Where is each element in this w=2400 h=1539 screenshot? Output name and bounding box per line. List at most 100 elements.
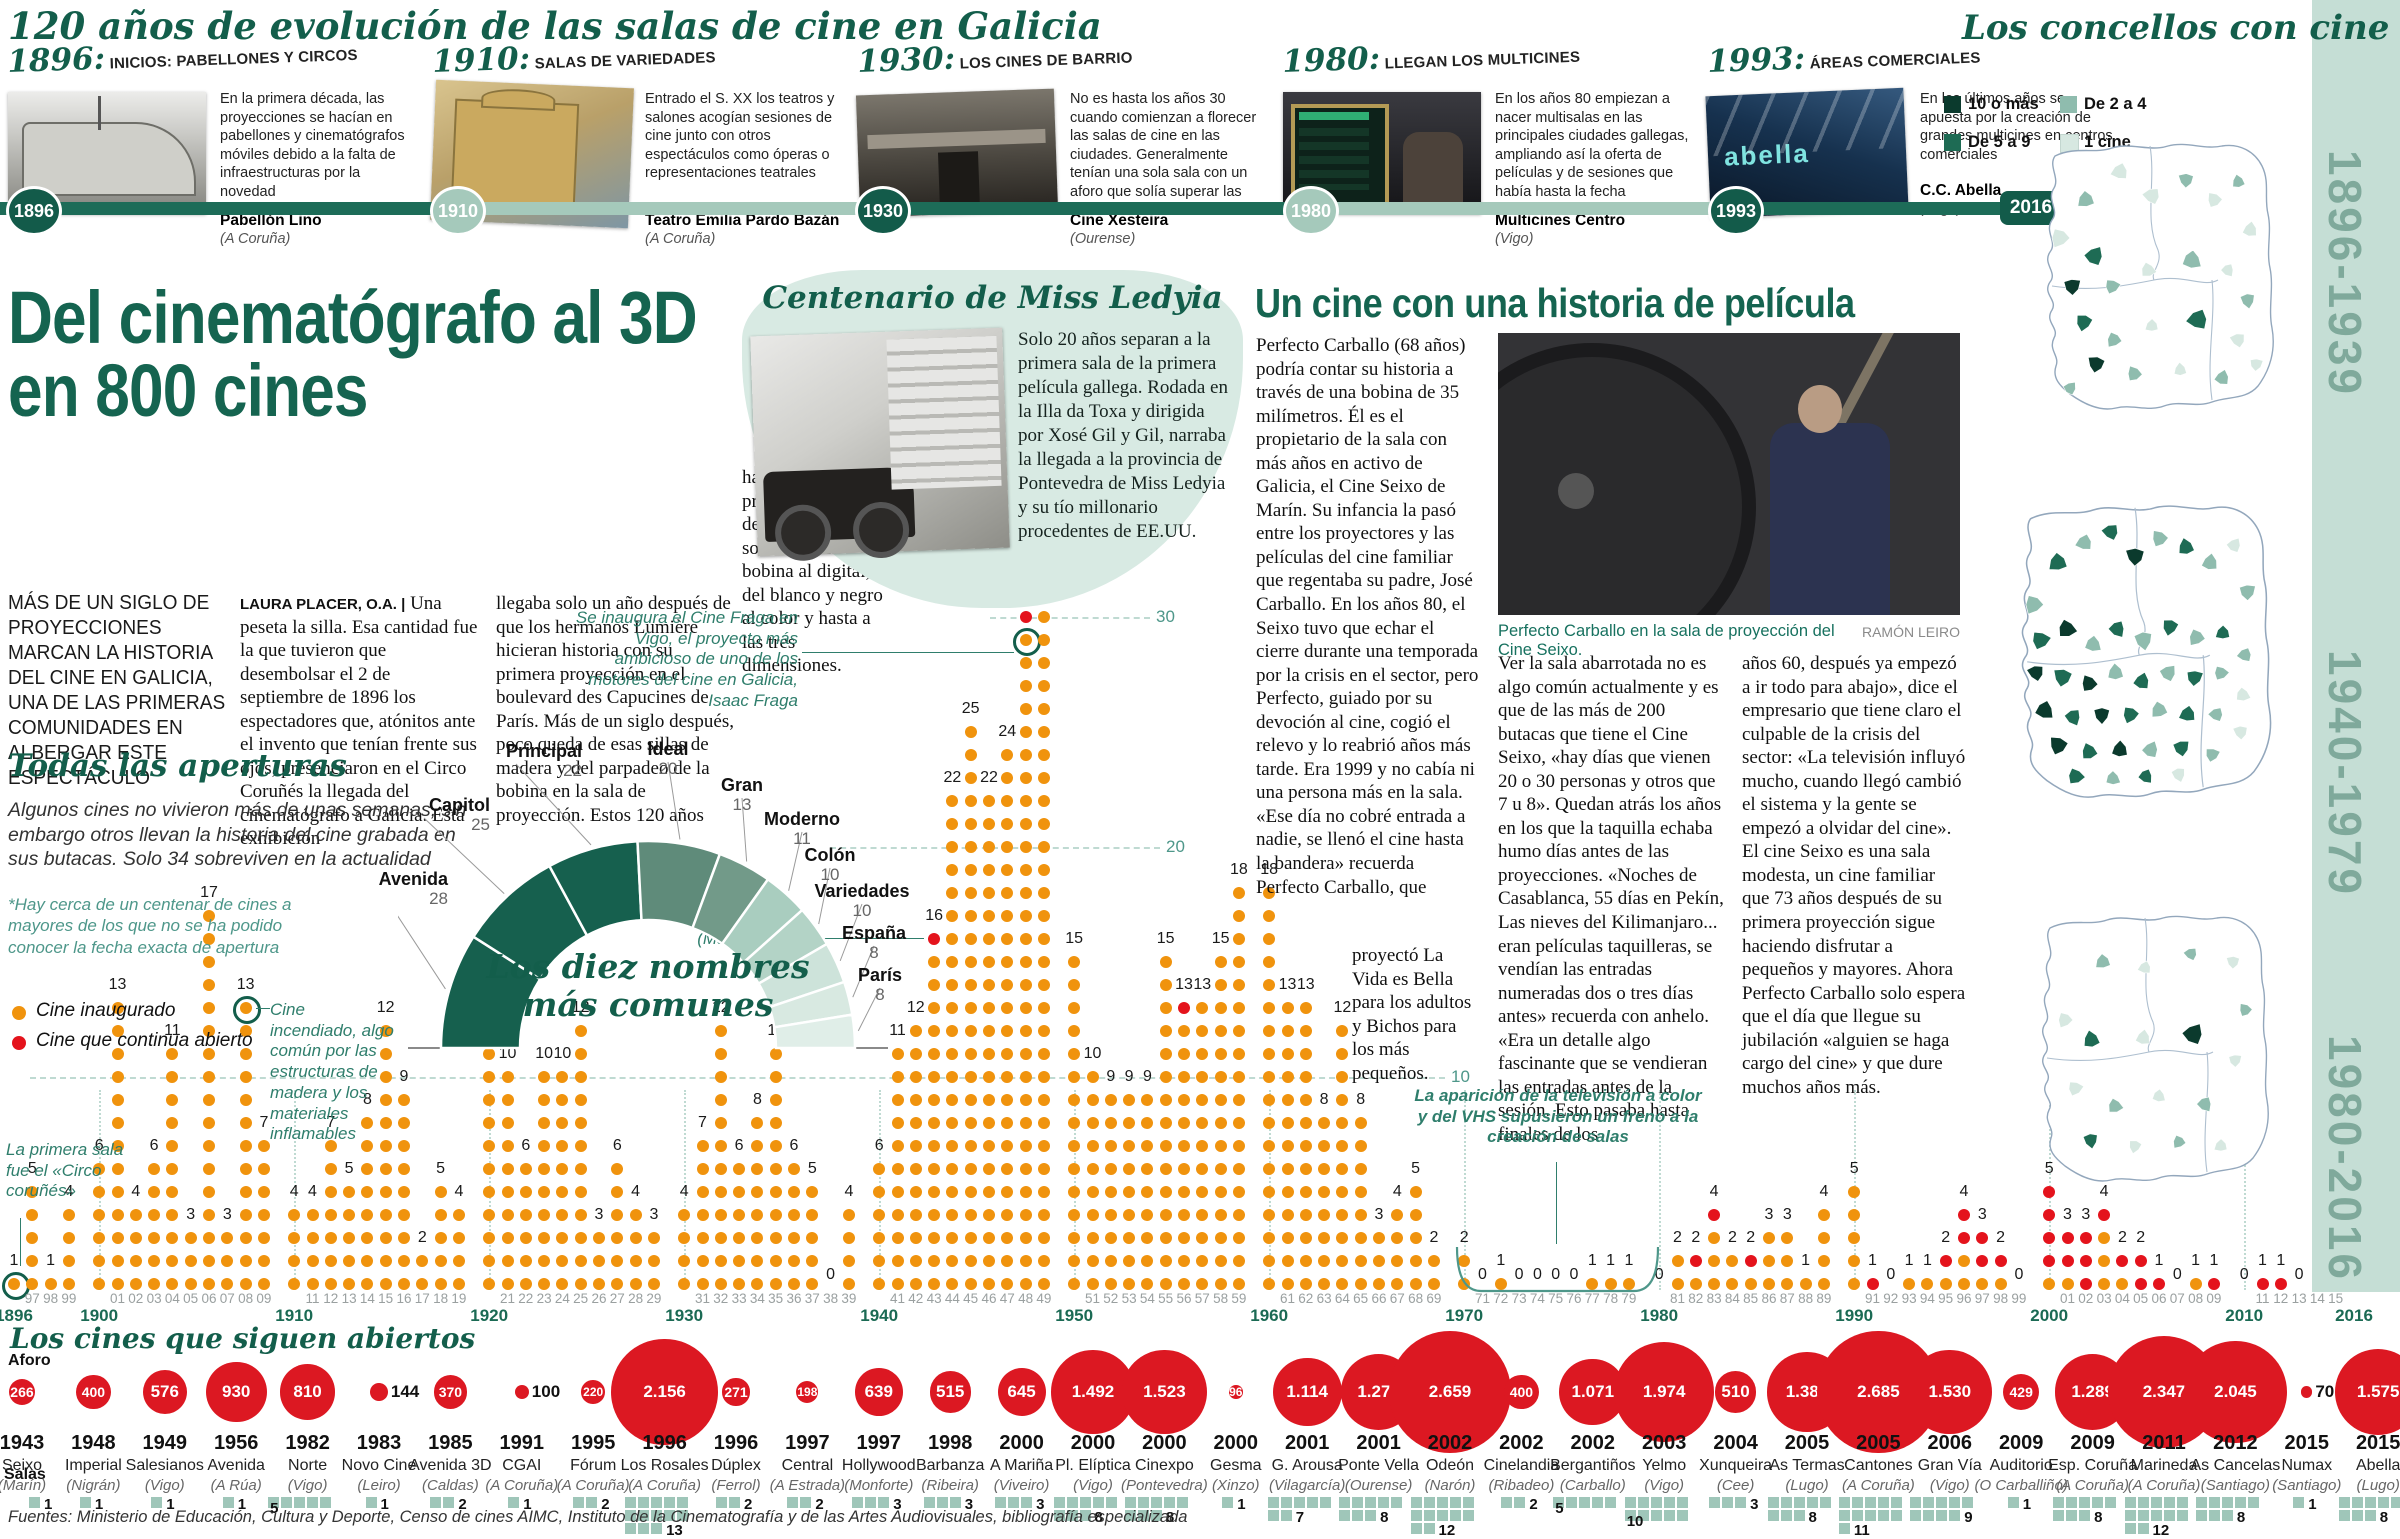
cinema-dot-1906 bbox=[203, 1209, 215, 1221]
salas-count: 3 bbox=[1750, 1496, 1759, 1513]
open-cinema-name: As Cancelas bbox=[2190, 1457, 2281, 1474]
column-value-1989: 4 bbox=[1819, 1183, 1829, 1200]
cinema-dot-1915 bbox=[379, 1094, 392, 1106]
cinema-dot-1922 bbox=[519, 1255, 532, 1267]
cinema-dot-1933 bbox=[733, 1278, 746, 1290]
cinema-dot-1901 bbox=[111, 1071, 124, 1083]
column-value-1974: 0 bbox=[1532, 1266, 1542, 1283]
cinema-dot-1914 bbox=[361, 1117, 374, 1129]
cinema-dot-1915 bbox=[379, 1232, 392, 1244]
cinema-dot-1948 bbox=[1019, 818, 1032, 830]
cinema-dot-1940 bbox=[873, 1186, 886, 1198]
cinema-dot-1906 bbox=[203, 1094, 215, 1106]
cinema-dot-1904 bbox=[166, 1117, 179, 1129]
sala-square bbox=[1293, 1497, 1305, 1508]
salas-squares: 1 bbox=[79, 1496, 149, 1512]
cinema-dot-1946 bbox=[983, 1071, 995, 1083]
open-cinema-year: 2009 bbox=[1998, 1432, 2044, 1454]
axis-year-2012: 12 bbox=[2273, 1291, 2289, 1306]
open-cinema-place: (A Coruña) bbox=[556, 1477, 630, 1494]
donut-label-gran: Gran 13 bbox=[720, 775, 763, 814]
cinema-dot-1909 bbox=[257, 1232, 270, 1244]
cinema-dot-1960 bbox=[1263, 1117, 1276, 1129]
cinema-dot-1964 bbox=[1336, 1186, 1349, 1198]
cinema-dot-1945 bbox=[964, 1232, 977, 1244]
axis-year-2004: 04 bbox=[2114, 1291, 2130, 1306]
cinema-dot-1933 bbox=[733, 1232, 746, 1244]
timeline-node-1930: 1930 bbox=[855, 186, 911, 236]
cinema-dot-1939 bbox=[842, 1232, 855, 1244]
axis-year-1921: 21 bbox=[499, 1291, 516, 1306]
cinema-dot-1961 bbox=[1281, 1002, 1294, 1014]
sala-square bbox=[320, 1497, 332, 1508]
salas-squares: 8 bbox=[2338, 1496, 2400, 1525]
sala-square bbox=[2364, 1497, 2376, 1508]
axis-year-1959: 59 bbox=[1231, 1291, 1247, 1306]
cinema-dot-1953 bbox=[1123, 1186, 1136, 1198]
open-cinema-name: Gesma bbox=[1210, 1457, 1262, 1474]
axis-year-2010: 2010 bbox=[2225, 1306, 2264, 1325]
cinema-dot-1948 bbox=[1019, 887, 1032, 899]
sala-square bbox=[1352, 1497, 1364, 1508]
highlight-ring-1948 bbox=[1013, 627, 1042, 656]
axis-year-1979: 79 bbox=[1621, 1291, 1637, 1306]
sala-square bbox=[1436, 1510, 1448, 1521]
open-cinema-year: 2002 bbox=[1499, 1432, 1544, 1454]
sala-square bbox=[2163, 1497, 2175, 1508]
cinema-dot-1932 bbox=[714, 1186, 727, 1198]
cinema-dot-1932 bbox=[714, 1071, 727, 1083]
province-border bbox=[2200, 655, 2205, 788]
cinema-dot-1916 bbox=[398, 1117, 410, 1129]
cinema-dot-1945 bbox=[964, 864, 977, 876]
sala-square bbox=[1008, 1497, 1020, 1508]
cinema-dot-1955 bbox=[1159, 1071, 1172, 1083]
cinema-dot-1946 bbox=[983, 910, 995, 922]
cinema-dot-1960 bbox=[1263, 1232, 1276, 1244]
salas-count: 1 bbox=[1237, 1496, 1246, 1513]
page-title: 120 años de evolución de las salas de ci… bbox=[8, 4, 1102, 48]
cinema-dot-1957 bbox=[1196, 1025, 1209, 1037]
cinema-dot-1960 bbox=[1263, 910, 1276, 922]
cinema-dot-1942 bbox=[909, 1278, 922, 1290]
open-cinema-place: (Ribeira) bbox=[921, 1477, 979, 1494]
column-value-2006: 1 bbox=[2154, 1252, 2164, 1269]
open-cinema-year: 1996 bbox=[642, 1432, 687, 1454]
axis-year-1992: 92 bbox=[1883, 1291, 1899, 1306]
axis-year-1925: 25 bbox=[573, 1291, 589, 1306]
cinema-dot-1982 bbox=[1689, 1255, 1702, 1267]
donut-label-line bbox=[741, 797, 748, 862]
cinema-dot-1941 bbox=[891, 1278, 904, 1290]
cinema-dot-1904 bbox=[166, 1186, 179, 1198]
cinema-dot-1911 bbox=[306, 1278, 319, 1290]
cinema-dot-1994 bbox=[1921, 1278, 1934, 1290]
concello-patch bbox=[2050, 736, 2069, 756]
cinema-dot-1955 bbox=[1159, 1163, 1172, 1175]
cinema-dot-1960 bbox=[1263, 1048, 1276, 1060]
sala-square bbox=[1592, 1497, 1604, 1508]
cinema-dot-1898 bbox=[44, 1278, 57, 1290]
concello-patch bbox=[2182, 947, 2197, 961]
era-1896-text: En la primera década, las proyecciones s… bbox=[220, 91, 405, 200]
cinema-dot-1925 bbox=[574, 1140, 587, 1152]
open-cinema-place: (Vigo) bbox=[1073, 1477, 1113, 1494]
donut-label-line bbox=[788, 831, 803, 891]
aforo-bubble-f-rum: 220 bbox=[581, 1380, 605, 1404]
cinema-dot-1901 bbox=[111, 1209, 124, 1221]
sala-square bbox=[1066, 1497, 1078, 1508]
cinema-dot-1932 bbox=[714, 1209, 727, 1221]
cinema-dot-1944 bbox=[946, 1140, 959, 1152]
axis-year-1950: 1950 bbox=[1055, 1306, 1094, 1325]
article-caption: RAMÓN LEIRO Perfecto Carballo en la sala … bbox=[1498, 622, 1960, 660]
byline: LAURA PLACER, O.A. | bbox=[240, 596, 406, 613]
cinema-dot-1947 bbox=[1001, 956, 1014, 968]
cinema-dot-1937 bbox=[806, 1255, 819, 1267]
donut-label-line bbox=[857, 987, 881, 1032]
axis-year-1998: 98 bbox=[1993, 1291, 2009, 1306]
axis-year-1987: 87 bbox=[1779, 1291, 1795, 1306]
open-cinema-name: Avenida bbox=[207, 1457, 265, 1474]
cinema-dot-1934 bbox=[751, 1255, 764, 1267]
cinema-dot-1946 bbox=[983, 1255, 995, 1267]
sala-square bbox=[1767, 1497, 1779, 1508]
salas-squares: 3 bbox=[923, 1496, 993, 1512]
cinema-dot-1909 bbox=[257, 1255, 270, 1267]
